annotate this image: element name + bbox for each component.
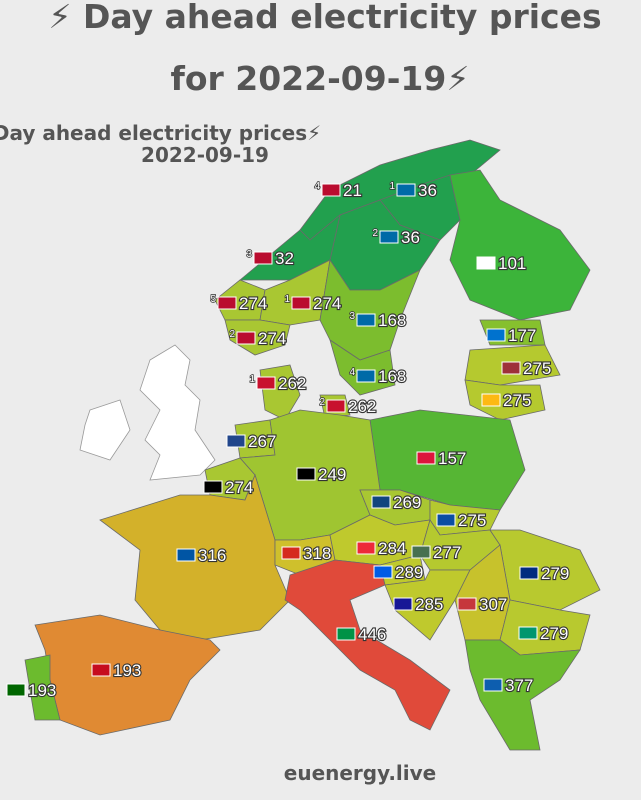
- price-label: 36: [401, 228, 420, 247]
- zone-number: 2: [372, 228, 378, 239]
- zone-number: 3: [246, 249, 252, 260]
- price-label: 377: [505, 676, 533, 695]
- price-label: 177: [508, 326, 536, 345]
- flag-icon: [416, 451, 436, 465]
- flag-icon: [486, 328, 506, 342]
- country-region: [329, 339, 396, 396]
- flag-icon: [457, 597, 477, 611]
- price-label: 284: [378, 539, 406, 558]
- price-label: 277: [433, 543, 461, 562]
- map: [24, 139, 601, 751]
- price-label: 36: [418, 181, 437, 200]
- flag-icon: [396, 183, 416, 197]
- flag-icon: [481, 393, 501, 407]
- flag-icon: [91, 663, 111, 677]
- zone-number: 1: [389, 181, 395, 192]
- zone-number: 2: [229, 329, 235, 340]
- flag-icon: [373, 565, 393, 579]
- flag-icon: [393, 597, 413, 611]
- flag-icon: [291, 296, 311, 310]
- price-label: 274: [313, 294, 341, 313]
- price-label: 318: [303, 544, 331, 563]
- flag-icon: [326, 399, 346, 413]
- flag-icon: [356, 313, 376, 327]
- title-line: for 2022-09-19⚡: [170, 59, 469, 98]
- price-label: 249: [318, 465, 346, 484]
- country-region: [464, 379, 546, 421]
- price-label: 193: [113, 661, 141, 680]
- zone-number: 4: [349, 367, 355, 378]
- price-label: 275: [458, 511, 486, 530]
- price-label: 279: [540, 624, 568, 643]
- flag-icon: [226, 434, 246, 448]
- price-label: 446: [358, 625, 386, 644]
- country-region: [319, 258, 421, 361]
- flag-icon: [501, 361, 521, 375]
- flag-icon: [519, 566, 539, 580]
- flag-icon: [296, 467, 316, 481]
- flag-icon: [236, 331, 256, 345]
- price-label: 275: [523, 359, 551, 378]
- flag-icon: [518, 626, 538, 640]
- zone-number: 2: [319, 397, 325, 408]
- flag-icon: [336, 627, 356, 641]
- map-subtitle: ⚡Day ahead electricity prices⚡: [0, 121, 321, 145]
- flag-icon: [321, 183, 341, 197]
- price-label: 269: [393, 493, 421, 512]
- flag-icon: [203, 480, 223, 494]
- price-label: 21: [343, 181, 362, 200]
- price-label: 101: [498, 254, 526, 273]
- price-label: 274: [225, 478, 253, 497]
- flag-icon: [379, 230, 399, 244]
- flag-icon: [411, 545, 431, 559]
- zone-number: 1: [249, 374, 255, 385]
- price-label: 157: [438, 449, 466, 468]
- price-label: 168: [378, 311, 406, 330]
- flag-icon: [483, 678, 503, 692]
- country-region: [449, 169, 591, 321]
- zone-number: 5: [210, 294, 216, 305]
- price-label: 289: [395, 563, 423, 582]
- price-label: 316: [198, 546, 226, 565]
- price-label: 279: [541, 564, 569, 583]
- price-label: 193: [28, 681, 56, 700]
- price-label: 267: [248, 432, 276, 451]
- price-label: 285: [415, 595, 443, 614]
- uk-ireland-outline: [79, 344, 216, 481]
- flag-icon: [281, 546, 301, 560]
- country-region: [464, 639, 581, 751]
- flag-icon: [253, 251, 273, 265]
- flag-icon: [356, 369, 376, 383]
- price-label: 307: [479, 595, 507, 614]
- country-region: [224, 319, 291, 356]
- title-line: ⚡ Day ahead electricity prices: [48, 0, 601, 36]
- zone-number: 4: [314, 181, 320, 192]
- price-label: 274: [239, 294, 267, 313]
- map-subtitle: 2022-09-19: [141, 143, 269, 167]
- flag-icon: [476, 256, 496, 270]
- flag-icon: [6, 683, 26, 697]
- flag-icon: [217, 296, 237, 310]
- footer-site: euenergy.live: [284, 761, 436, 785]
- price-label: 274: [258, 329, 286, 348]
- flag-icon: [176, 548, 196, 562]
- price-label: 275: [503, 391, 531, 410]
- price-label: 32: [275, 249, 294, 268]
- flag-icon: [436, 513, 456, 527]
- price-label: 262: [278, 374, 306, 393]
- zone-number: 3: [349, 311, 355, 322]
- price-label: 262: [348, 397, 376, 416]
- flag-icon: [256, 376, 276, 390]
- flag-icon: [356, 541, 376, 555]
- zone-number: 1: [284, 294, 290, 305]
- price-label: 168: [378, 367, 406, 386]
- flag-icon: [371, 495, 391, 509]
- country-region: [24, 654, 61, 721]
